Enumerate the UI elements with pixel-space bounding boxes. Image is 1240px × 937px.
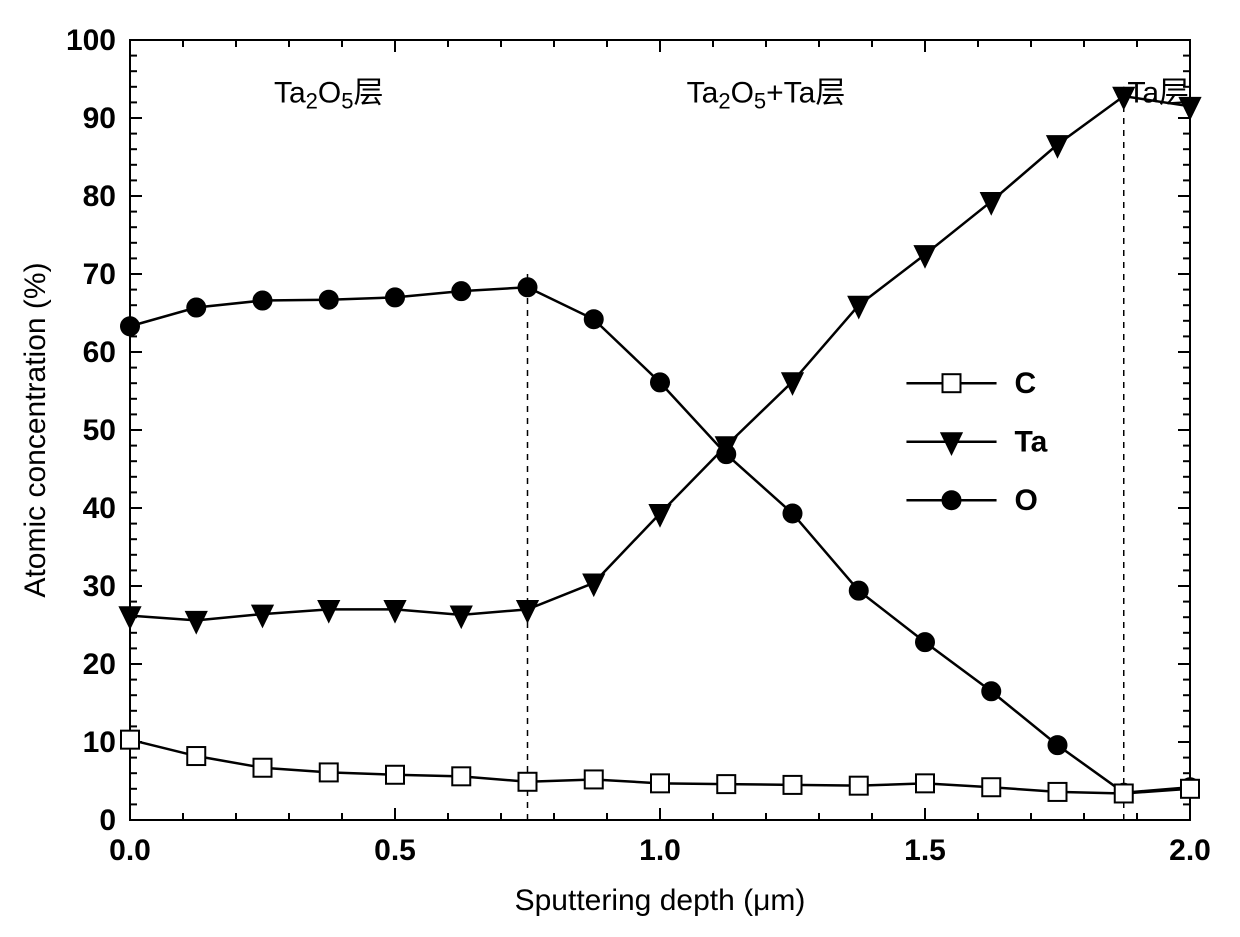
data-marker xyxy=(519,278,537,296)
data-marker xyxy=(1049,736,1067,754)
region-label: Ta2O5层 xyxy=(274,76,384,113)
data-marker xyxy=(519,773,537,791)
y-tick-label: 20 xyxy=(83,648,116,681)
data-marker xyxy=(320,291,338,309)
data-marker xyxy=(452,767,470,785)
y-axis-label: Atomic concentration (%) xyxy=(19,262,52,597)
region-label: Ta2O5+Ta层 xyxy=(687,76,846,113)
data-marker xyxy=(982,778,1000,796)
y-tick-label: 10 xyxy=(83,726,116,759)
data-marker xyxy=(452,282,470,300)
x-tick-label: 0.5 xyxy=(374,834,416,867)
data-marker xyxy=(784,504,802,522)
x-tick-label: 1.0 xyxy=(639,834,681,867)
x-tick-label: 0.0 xyxy=(109,834,151,867)
y-tick-label: 0 xyxy=(99,804,116,837)
data-marker xyxy=(850,777,868,795)
y-tick-label: 90 xyxy=(83,102,116,135)
y-tick-label: 30 xyxy=(83,570,116,603)
legend-label: C xyxy=(1015,367,1037,400)
data-marker xyxy=(254,292,272,310)
x-axis-label: Sputtering depth (μm) xyxy=(515,884,806,917)
y-tick-label: 50 xyxy=(83,414,116,447)
data-marker xyxy=(1181,780,1199,798)
data-marker xyxy=(386,288,404,306)
data-marker xyxy=(916,633,934,651)
x-tick-label: 1.5 xyxy=(904,834,946,867)
data-marker xyxy=(916,774,934,792)
data-marker xyxy=(121,731,139,749)
data-marker xyxy=(121,317,139,335)
data-marker xyxy=(187,747,205,765)
y-tick-label: 100 xyxy=(66,24,116,57)
x-tick-label: 2.0 xyxy=(1169,834,1211,867)
y-tick-label: 40 xyxy=(83,492,116,525)
data-marker xyxy=(320,763,338,781)
data-marker xyxy=(943,491,961,509)
y-tick-label: 80 xyxy=(83,180,116,213)
data-marker xyxy=(850,582,868,600)
data-marker xyxy=(943,374,961,392)
data-marker xyxy=(1049,783,1067,801)
legend-label: Ta xyxy=(1015,426,1048,459)
chart-svg: 0.0 0.5 1.0 1.5 2.0 Sputtering depth (μm) 0 10 2… xyxy=(0,0,1240,937)
data-marker xyxy=(717,775,735,793)
data-marker xyxy=(254,759,272,777)
legend-label: O xyxy=(1015,484,1038,517)
data-marker xyxy=(187,299,205,317)
data-marker xyxy=(585,310,603,328)
data-marker xyxy=(1115,784,1133,802)
data-marker xyxy=(982,682,1000,700)
y-tick-label: 70 xyxy=(83,258,116,291)
data-marker xyxy=(585,770,603,788)
data-marker xyxy=(386,766,404,784)
y-tick-label: 60 xyxy=(83,336,116,369)
data-marker xyxy=(784,776,802,794)
data-marker xyxy=(651,774,669,792)
data-marker xyxy=(651,373,669,391)
depth-profile-chart: 0.0 0.5 1.0 1.5 2.0 Sputtering depth (μm) 0 10 2… xyxy=(0,0,1240,937)
